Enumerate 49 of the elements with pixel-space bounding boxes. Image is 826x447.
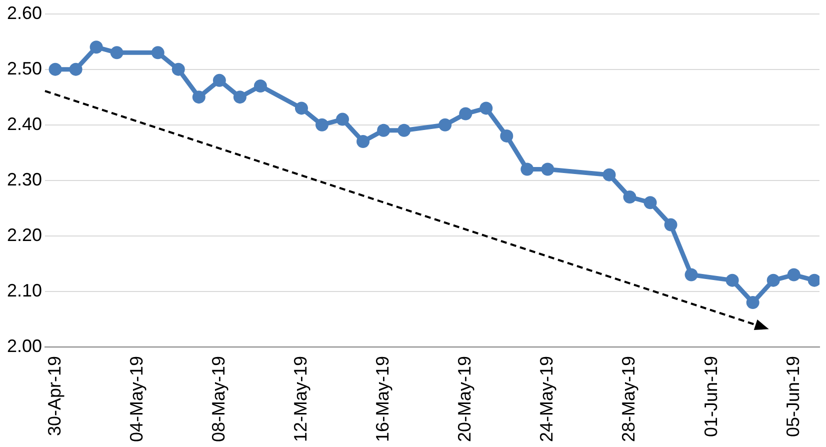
point <box>520 162 534 176</box>
point <box>69 62 82 76</box>
point <box>377 124 390 137</box>
point <box>746 296 760 310</box>
x-tick-label: 12-May-19 <box>290 356 310 442</box>
point <box>151 46 164 60</box>
point <box>48 62 62 76</box>
y-tick-label: 2.10 <box>6 280 42 300</box>
point <box>212 74 226 87</box>
point <box>356 135 370 148</box>
y-tick-label: 2.40 <box>6 114 42 134</box>
point <box>808 274 820 287</box>
point <box>480 102 493 115</box>
y-tick-label: 2.30 <box>6 169 42 190</box>
x-tick-label: 16-May-19 <box>372 356 393 442</box>
point <box>500 129 514 142</box>
y-tick-label: 2.50 <box>6 58 42 78</box>
point <box>294 102 308 115</box>
x-tick-label: 30-Apr-19 <box>44 356 64 436</box>
x-tick-label: 28-May-19 <box>618 356 639 442</box>
point <box>315 118 328 132</box>
point <box>602 168 616 182</box>
point <box>684 268 698 282</box>
x-tick-label: 01-Jun-19 <box>700 356 721 438</box>
point <box>787 268 800 282</box>
point <box>644 196 657 210</box>
point <box>110 46 124 60</box>
y-tick-label: 2.00 <box>6 336 42 356</box>
y-tick-label: 2.20 <box>6 224 42 245</box>
point <box>90 40 103 54</box>
point <box>254 79 267 92</box>
x-tick-label: 04-May-19 <box>126 356 146 442</box>
point <box>438 118 452 132</box>
point <box>726 274 739 287</box>
point <box>233 90 246 104</box>
point <box>766 274 780 287</box>
point <box>541 162 554 176</box>
point <box>664 218 678 232</box>
x-tick-label: 20-May-19 <box>454 356 475 442</box>
point <box>398 124 411 137</box>
point <box>336 112 350 126</box>
y-tick-label: 2.60 <box>6 2 42 23</box>
x-tick-label: 24-May-19 <box>536 356 557 442</box>
x-tick-label: 05-Jun-19 <box>782 356 803 438</box>
point <box>623 190 636 204</box>
point <box>192 90 206 104</box>
x-tick-label: 08-May-19 <box>208 356 228 442</box>
point <box>459 107 472 120</box>
point <box>172 62 185 76</box>
